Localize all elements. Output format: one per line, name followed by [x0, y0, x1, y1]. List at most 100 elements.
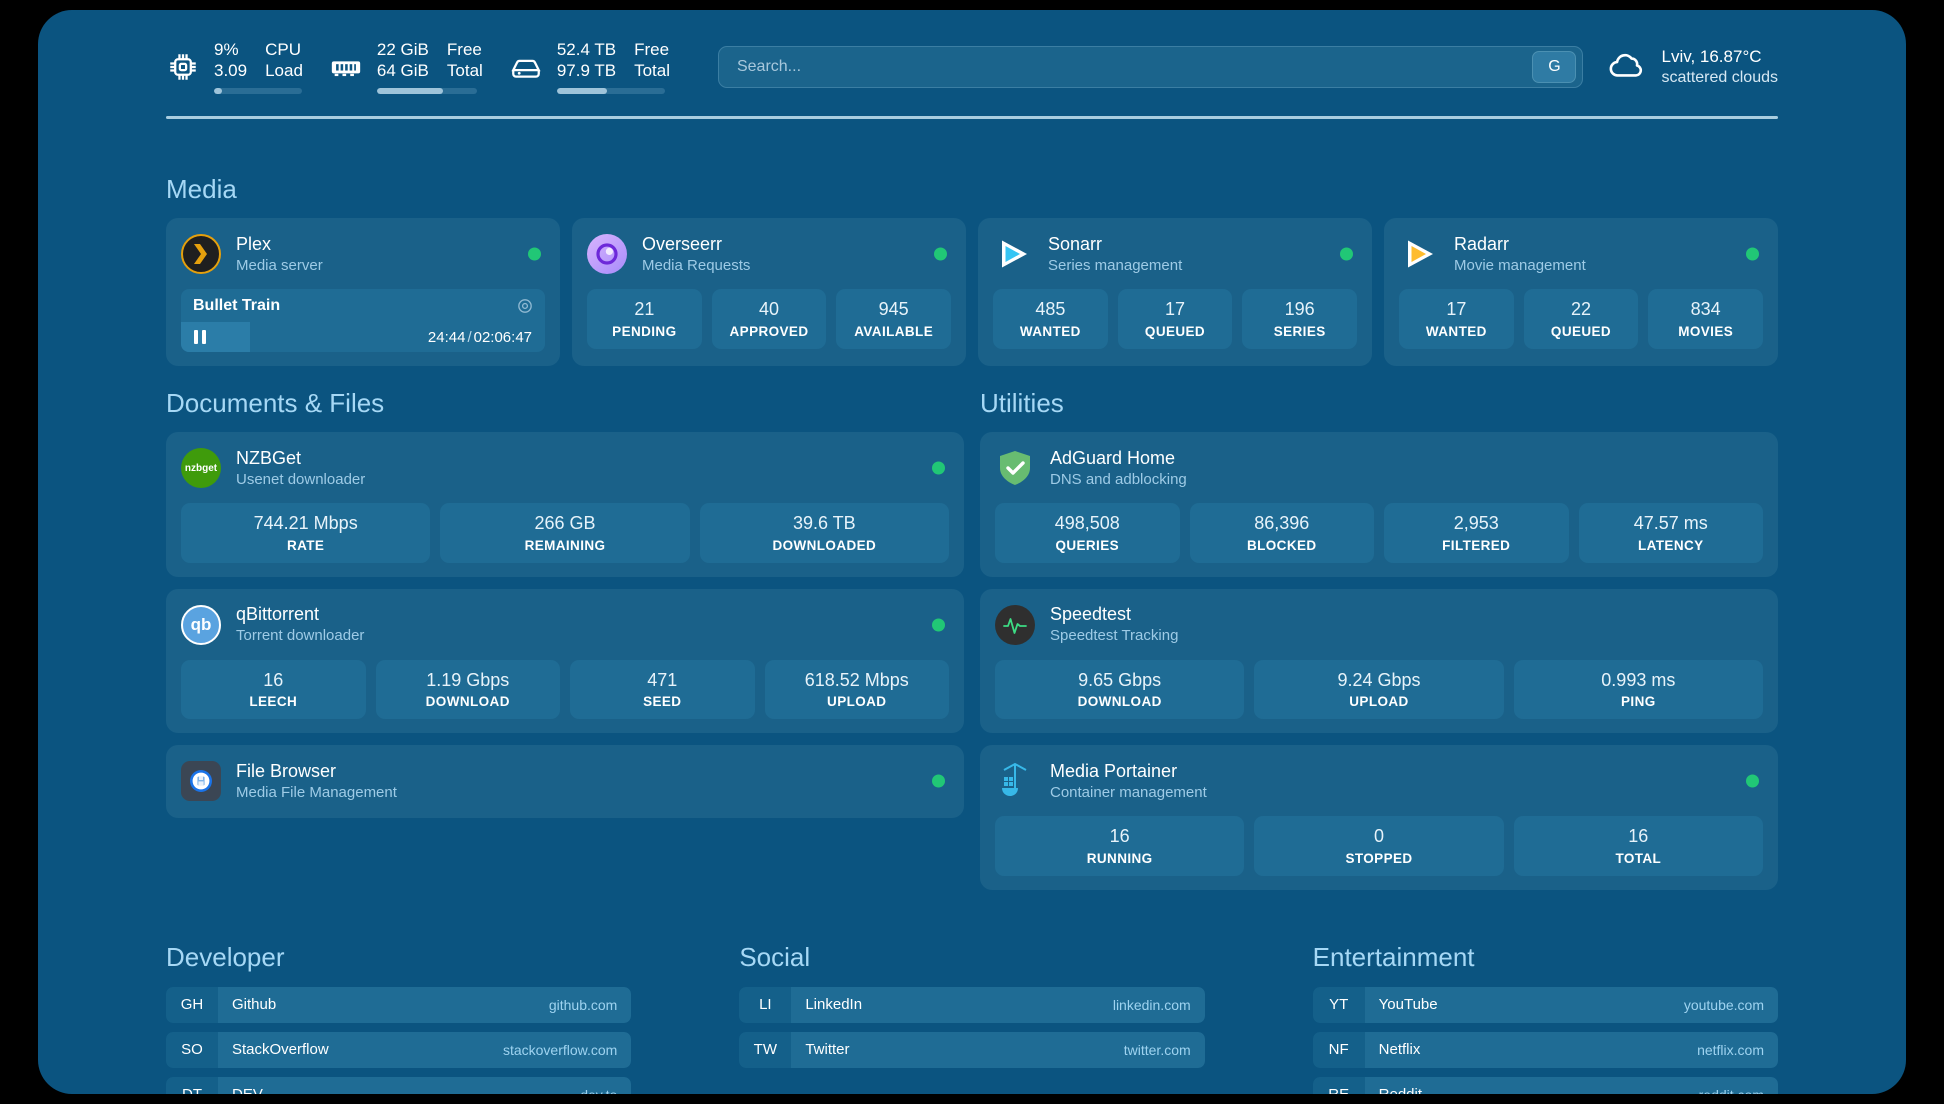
- tile-value: 21: [634, 299, 655, 319]
- tile-label: STOPPED: [1345, 850, 1413, 866]
- tile-value: 9.24 Gbps: [1337, 669, 1421, 690]
- memory-icon: [329, 50, 363, 84]
- now-playing-title: Bullet Train: [193, 296, 281, 314]
- bookmark-abbr: GH: [166, 986, 218, 1023]
- tile-value: 1.19 Gbps: [426, 669, 510, 690]
- now-playing-progress[interactable]: 24:44/02:06:47: [181, 322, 545, 352]
- bookmark-abbr: RE: [1312, 1076, 1365, 1094]
- bookmarks-area: Developer GH Github github.com SO StackO…: [166, 942, 1778, 1094]
- tile-label: QUEUED: [1144, 323, 1206, 339]
- memory-free-value: 22 GiB: [376, 39, 429, 59]
- stat-tile: 22 QUEUED: [1523, 289, 1639, 349]
- service-card-file-browser[interactable]: File Browser Media File Management: [166, 745, 964, 818]
- bookmark-item[interactable]: TW Twitter twitter.com: [739, 1031, 1205, 1068]
- bookmark-name: DEV: [232, 1086, 263, 1094]
- tile-label: PENDING: [612, 323, 677, 339]
- pause-icon[interactable]: [194, 330, 206, 344]
- service-name: Plex: [236, 233, 272, 254]
- tile-value: 744.21 Mbps: [253, 513, 358, 533]
- tile-label: UPLOAD: [827, 694, 887, 709]
- service-card-nzbget[interactable]: nzbget NZBGet Usenet downloader 744.21 M…: [166, 432, 964, 577]
- stat-tile: 86,396 BLOCKED: [1189, 503, 1374, 563]
- progress-fill: [181, 322, 251, 352]
- tile-value: 196: [1284, 299, 1315, 319]
- stat-tile: 39.6 TB DOWNLOADED: [699, 503, 949, 563]
- service-name: File Browser: [236, 760, 337, 781]
- tile-label: LEECH: [249, 694, 298, 709]
- service-card-qbittorrent[interactable]: qb qBittorrent Torrent downloader 16: [166, 588, 964, 733]
- service-card-sonarr[interactable]: Sonarr Series management 485 WANTED 17 Q…: [978, 218, 1372, 366]
- gear-icon[interactable]: [516, 297, 534, 315]
- disk-free-value: 52.4 TB: [556, 39, 617, 59]
- tile-value: 0.993 ms: [1601, 669, 1676, 690]
- bookmark-item[interactable]: GH Github github.com: [166, 986, 632, 1023]
- stat-tile: 16 RUNNING: [995, 816, 1245, 876]
- tile-value: 17: [1164, 299, 1186, 319]
- stat-tile: 47.57 ms LATENCY: [1578, 503, 1763, 563]
- sonarr-logo-icon: [993, 234, 1033, 274]
- weather-widget[interactable]: Lviv, 16.87°C scattered clouds: [1605, 46, 1778, 89]
- section-utilities: Utilities AdGuard Home DNS and adblockin…: [980, 388, 1778, 890]
- bookmark-item[interactable]: RE Reddit reddit.com: [1312, 1076, 1778, 1094]
- tile-label: PING: [1621, 694, 1656, 709]
- bookmark-item[interactable]: LI LinkedIn linkedin.com: [739, 986, 1205, 1023]
- cpu-usage-bar: [214, 88, 302, 95]
- bookmark-name: Github: [232, 996, 277, 1013]
- status-indicator: [932, 774, 945, 788]
- service-subtitle: DNS and adblocking: [1050, 470, 1187, 488]
- tile-value: 618.52 Mbps: [804, 669, 909, 690]
- service-name: Overseerr: [642, 233, 723, 254]
- service-name: qBittorrent: [236, 604, 320, 625]
- service-card-radarr[interactable]: Radarr Movie management 17 WANTED 22 QUE…: [1384, 218, 1778, 366]
- bookmark-item[interactable]: NF Netflix netflix.com: [1312, 1031, 1778, 1068]
- tile-label: REMAINING: [524, 537, 606, 553]
- search-input[interactable]: [736, 58, 1533, 76]
- service-name: Sonarr: [1048, 233, 1103, 254]
- cpu-label-top: CPU: [265, 39, 301, 59]
- stat-tile: 17 WANTED: [1399, 289, 1514, 349]
- stat-tile: 0 STOPPED: [1254, 816, 1504, 876]
- bookmark-abbr: TW: [739, 1031, 792, 1068]
- search-box[interactable]: G: [717, 46, 1584, 88]
- adguard-logo-icon: [995, 448, 1035, 488]
- service-subtitle: Media Requests: [642, 256, 751, 274]
- service-subtitle: Media server: [236, 256, 323, 274]
- service-card-media-portainer[interactable]: Media Portainer Container management 16 …: [980, 745, 1778, 890]
- bookmark-url: github.com: [548, 996, 618, 1013]
- status-indicator: [1340, 247, 1353, 261]
- bookmark-url: netflix.com: [1697, 1041, 1764, 1058]
- stat-tile: 834 MOVIES: [1648, 289, 1764, 349]
- stat-tile: 485 WANTED: [993, 289, 1108, 349]
- bookmark-item[interactable]: YT YouTube youtube.com: [1312, 986, 1778, 1023]
- service-subtitle: Container management: [1050, 783, 1207, 801]
- stat-tile: 0.993 ms PING: [1513, 659, 1763, 719]
- service-name: Speedtest: [1050, 604, 1132, 625]
- cpu-load-value: 3.09: [214, 60, 248, 80]
- search-area: G: [717, 46, 1584, 88]
- bookmark-item[interactable]: SO StackOverflow stackoverflow.com: [166, 1031, 632, 1068]
- stat-tile: 471 SEED: [570, 659, 755, 719]
- service-card-adguard-home[interactable]: AdGuard Home DNS and adblocking 498,508 …: [980, 432, 1778, 577]
- section-documents: Documents & Files nzbget NZBGet Usenet d…: [166, 388, 964, 890]
- tile-label: SEED: [643, 694, 682, 709]
- memory-usage-bar: [376, 88, 477, 95]
- service-card-plex[interactable]: Plex Media server Bullet Train: [166, 218, 560, 366]
- service-subtitle: Speedtest Tracking: [1050, 627, 1179, 645]
- bookmark-name: Netflix: [1378, 1041, 1421, 1058]
- bookmark-group-entertainment: Entertainment YT YouTube youtube.com NF …: [1312, 942, 1778, 1094]
- disk-label-top: Free: [634, 39, 670, 59]
- tile-label: TOTAL: [1615, 850, 1662, 866]
- tile-value: 16: [1628, 826, 1649, 846]
- status-indicator: [932, 461, 945, 475]
- bookmark-abbr: DT: [166, 1076, 218, 1094]
- service-card-speedtest[interactable]: Speedtest Speedtest Tracking 9.65 Gbps D…: [980, 588, 1778, 733]
- service-card-overseerr[interactable]: Overseerr Media Requests 21 PENDING 40 A…: [572, 218, 966, 366]
- search-engine-button[interactable]: G: [1532, 51, 1577, 83]
- bookmark-name: Twitter: [805, 1041, 850, 1058]
- stat-tile: 945 AVAILABLE: [836, 289, 952, 349]
- stat-tile: 9.24 Gbps UPLOAD: [1254, 659, 1504, 719]
- bookmark-url: youtube.com: [1683, 996, 1764, 1013]
- tile-label: MOVIES: [1678, 323, 1734, 339]
- bookmark-item[interactable]: DT DEV dev.to: [166, 1076, 632, 1094]
- memory-total-value: 64 GiB: [376, 60, 429, 80]
